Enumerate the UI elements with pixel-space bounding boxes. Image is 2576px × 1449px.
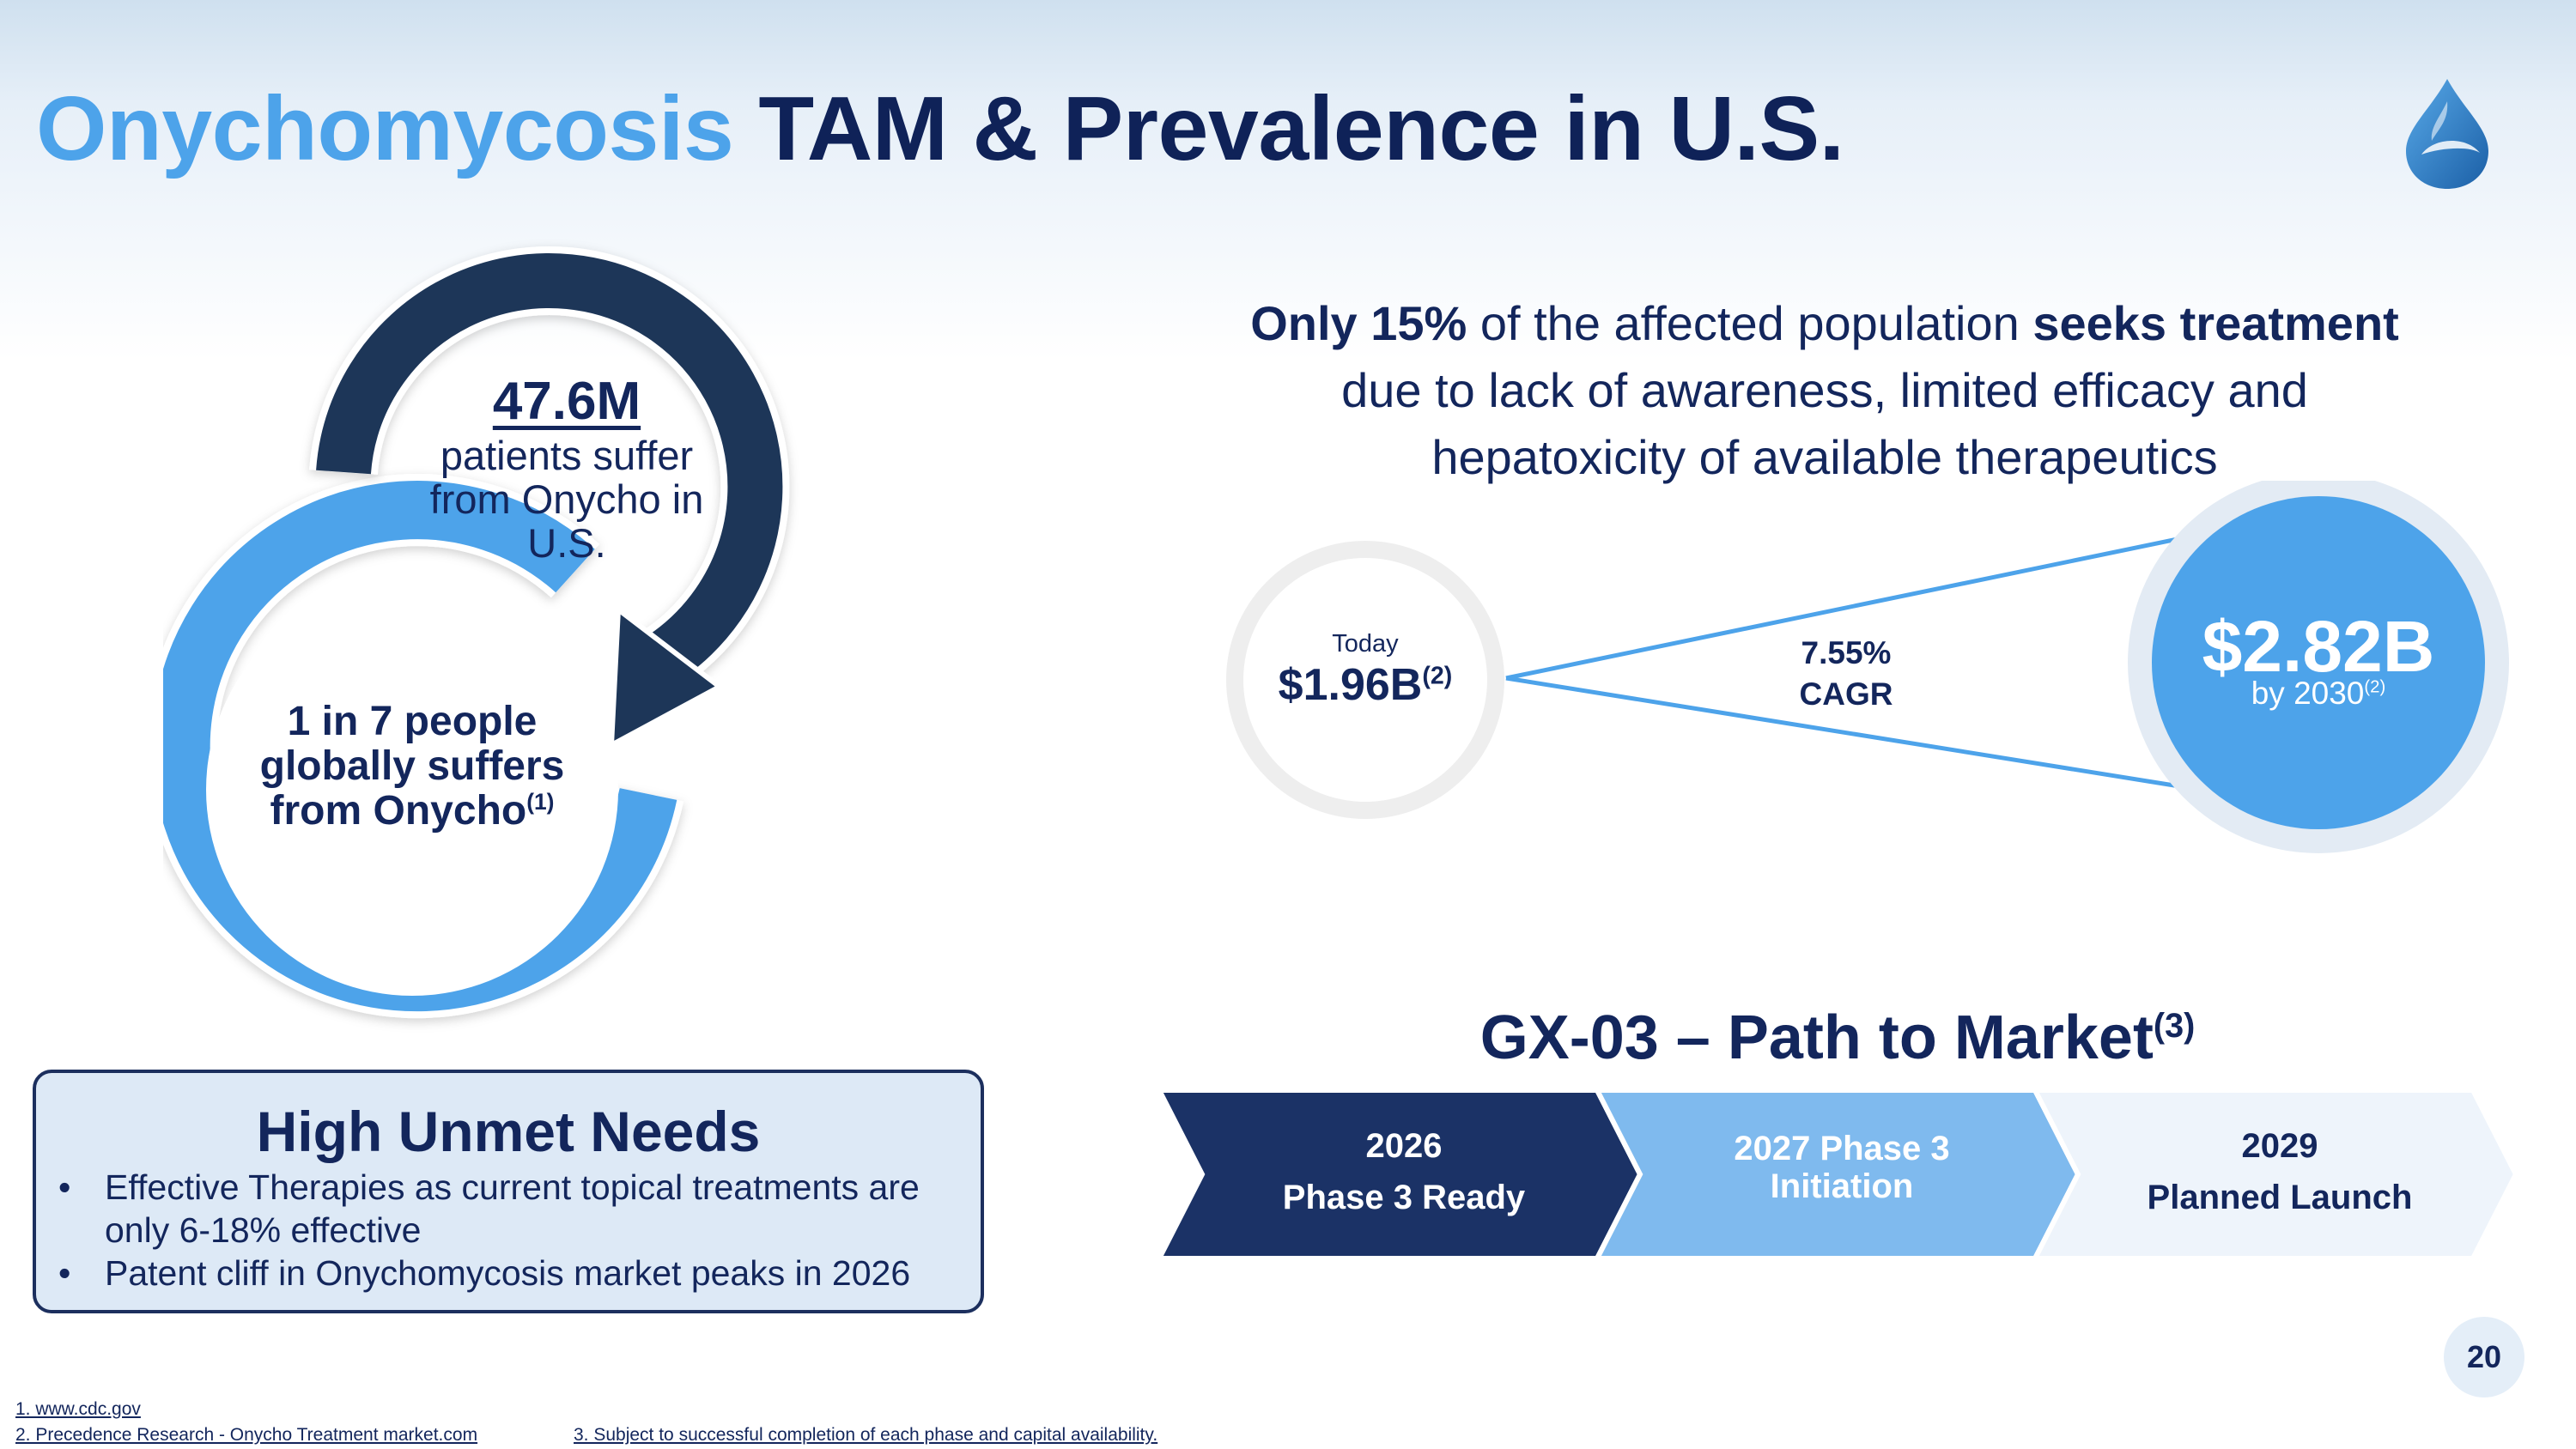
today-label: Today <box>1332 630 1399 658</box>
treatment-headline: Only 15% of the affected population seek… <box>1168 290 2482 491</box>
step-1-year: 2026 <box>1365 1127 1443 1165</box>
bullet-icon: • <box>58 1167 71 1207</box>
list-item: • Patent cliff in Onychomycosis market pe… <box>58 1252 969 1294</box>
unmet-needs-title: High Unmet Needs <box>256 1100 761 1163</box>
market-growth-graphic <box>1226 481 2509 853</box>
global-prevalence-label: 1 in 7 people globally suffers from Onyc… <box>259 699 565 834</box>
step-2-text: 2027 Phase 3 Initiation <box>1734 1130 1950 1205</box>
page-title: Onychomycosis TAM & Prevalence in U.S. <box>36 77 1844 181</box>
footnote-1[interactable]: 1. www.cdc.gov <box>15 1399 141 1419</box>
patients-desc: patients suffer from Onycho in U.S. <box>429 433 704 566</box>
step-3-label: Planned Launch <box>2147 1179 2413 1216</box>
headline-line-3: hepatoxicity of available therapeutics <box>1431 430 2218 484</box>
cagr-label: CAGR <box>1799 676 1893 712</box>
future-year: by 2030(2) <box>2129 676 2507 712</box>
today-value-amount: $1.96B <box>1278 660 1423 710</box>
list-item: • Effective Therapies as current topical … <box>58 1166 969 1252</box>
step-3-year: 2029 <box>2241 1127 2318 1165</box>
bullet-icon: • <box>58 1253 71 1293</box>
global-prevalence-text: 1 in 7 people globally suffers from Onyc… <box>249 700 575 834</box>
ref-2b: (2) <box>2364 677 2386 697</box>
step-3-text: 2029 Planned Launch <box>2108 1120 2451 1223</box>
unmet-needs-box: High Unmet Needs • Effective Therapies as… <box>33 1070 984 1313</box>
title-highlight: Onychomycosis <box>36 78 734 179</box>
patients-stat: 47.6M <box>492 372 641 431</box>
headline-bold-1: Only 15% <box>1250 296 1467 350</box>
ref-3: (3) <box>2153 1007 2196 1045</box>
prevalence-rings <box>163 246 790 1019</box>
unmet-needs-list: • Effective Therapies as current topical … <box>58 1166 969 1294</box>
title-rest: TAM & Prevalence in U.S. <box>758 78 1844 179</box>
water-drop-logo-icon <box>2406 79 2488 189</box>
list-item-text: Effective Therapies as current topical t… <box>105 1167 920 1250</box>
path-to-market-title: GX-03 – Path to Market(3) <box>1340 1003 2336 1073</box>
footnote-2[interactable]: 2. Precedence Research - Onycho Treatmen… <box>15 1425 478 1445</box>
cagr-percent: 7.55% <box>1801 635 1892 670</box>
chevron-step-3 <box>2032 1090 2519 1258</box>
ref-2: (2) <box>1422 662 1453 690</box>
today-value: $1.96B(2) <box>1245 659 1485 711</box>
chevron-step-2 <box>1594 1090 2081 1258</box>
list-item-text: Patent cliff in Onychomycosis market pea… <box>105 1253 911 1293</box>
footnote-3: 3. Subject to successful completion of e… <box>574 1425 1158 1445</box>
chevron-step-1 <box>1159 1090 1643 1258</box>
headline-bold-2: seeks treatment <box>2032 296 2399 350</box>
inner-disc <box>206 584 618 996</box>
future-value: $2.82B <box>2202 606 2435 687</box>
headline-text-1: of the affected population <box>1467 296 2033 350</box>
ref-1: (1) <box>526 789 555 815</box>
step-1-text: 2026 Phase 3 Ready <box>1232 1120 1576 1223</box>
headline-line-2: due to lack of awareness, limited effica… <box>1341 363 2308 417</box>
path-title-text: GX-03 – Path to Market <box>1479 1003 2154 1072</box>
step-1-label: Phase 3 Ready <box>1282 1179 1526 1216</box>
today-ring <box>1226 541 1504 819</box>
timeline-chevrons <box>1159 1090 2519 1258</box>
future-year-label: by 2030 <box>2251 676 2365 711</box>
page-number: 20 <box>2444 1317 2524 1397</box>
arrow-head <box>609 607 722 748</box>
future-disc <box>2152 496 2485 829</box>
